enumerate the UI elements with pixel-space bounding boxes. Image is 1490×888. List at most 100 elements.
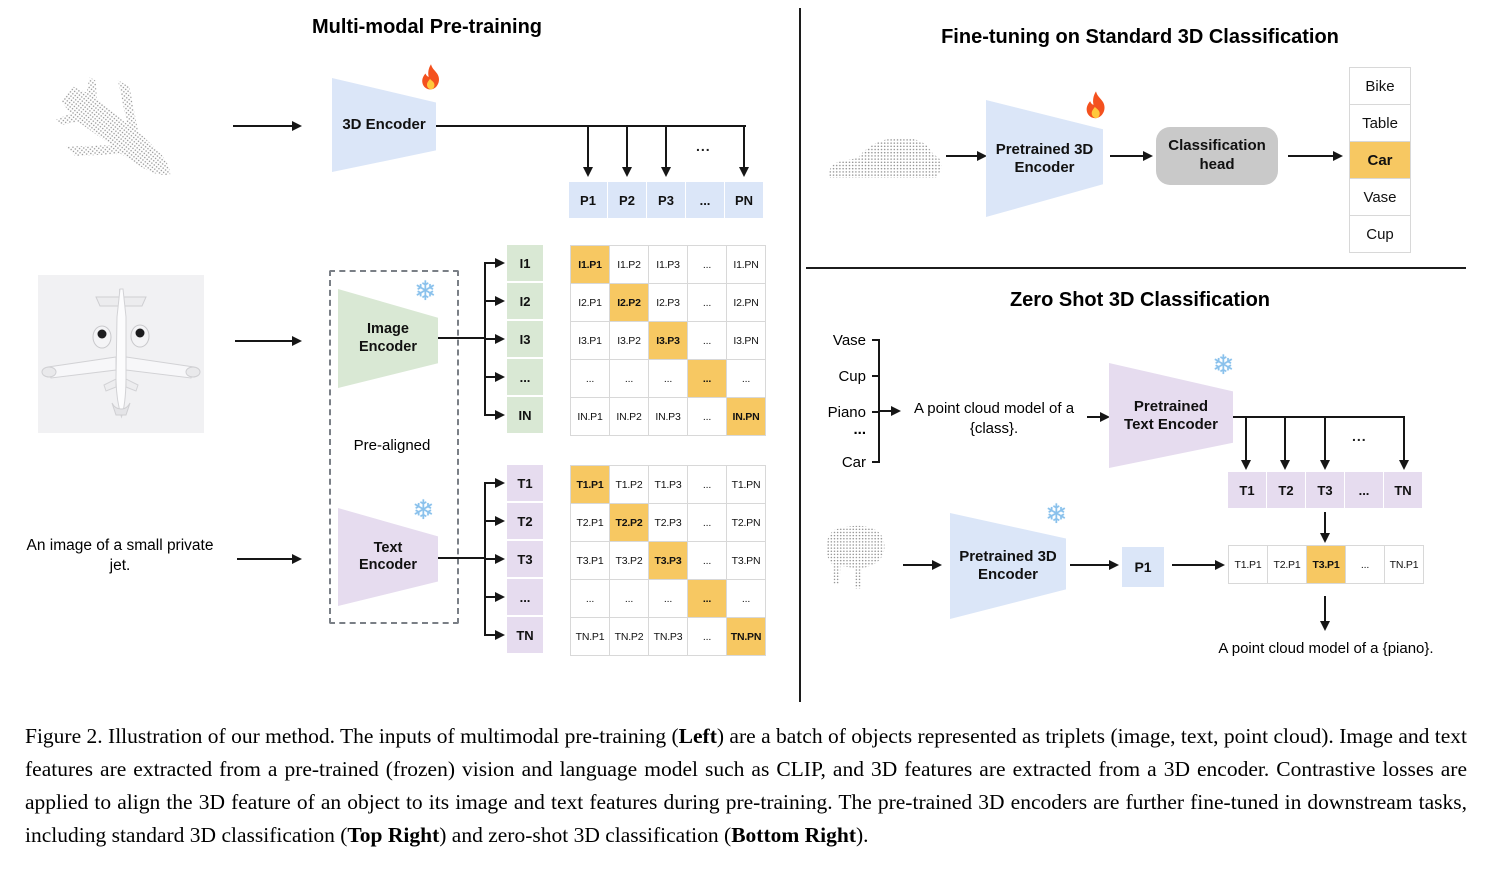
text-point-matrix-cell: T1.PN [727,466,765,503]
connector-line [1233,416,1405,418]
image-point-matrix-cell: I3.PN [727,322,765,359]
connector-arrow [484,257,505,268]
snowflake-icon: ❄ [1212,350,1235,381]
pre-aligned-label: Pre-aligned [353,437,431,454]
text-point-matrix-cell: T1.P2 [610,466,648,503]
pretrained-3d-encoder-frozen-label: Pretrained 3D Encoder [959,548,1057,583]
text-encoder-label: Text Encoder [358,539,417,573]
image-point-matrix-cell: ... [571,360,609,397]
connector-arrow [1172,559,1225,570]
similarity-cell: ... [1346,546,1384,583]
caption-text: ) and zero-shot 3D classification ( [439,823,732,847]
image-point-matrix-cell: ... [688,322,726,359]
text-point-matrix-cell: ... [688,580,726,617]
image-point-matrix-cell: ... [610,360,648,397]
image-point-matrix-cell: I1.P3 [649,246,687,283]
image-point-matrix-cell: I3.P2 [610,322,648,359]
text-feature-cell: ... [1345,472,1383,508]
image-encoder-label: Image Encoder [358,321,417,355]
connector-arrow [1279,417,1290,470]
text-point-matrix-cell: ... [688,466,726,503]
text-point-matrix-cell: ... [688,504,726,541]
connector-arrow [660,126,671,177]
text-feature-cell: T2 [507,503,543,539]
connector-line [872,411,880,413]
piano-point-cloud [826,525,885,589]
airplane-point-cloud [55,76,171,176]
classification-head-block: Classification head [1156,127,1278,185]
finetuning-title: Fine-tuning on Standard 3D Classificatio… [941,26,1339,48]
caption-text: Figure 2. Illustration of our method. Th… [25,724,679,748]
class-name: Vase [832,332,866,349]
zeroshot-result-text: A point cloud model of a {piano}. [1218,640,1434,657]
text-feature-cell: TN [1384,472,1422,508]
text-point-matrix-cell: TN.P2 [610,618,648,655]
connector-arrow [484,333,505,344]
connector-line [436,125,746,127]
image-point-matrix-cell: IN.P2 [610,398,648,435]
text-feature-cell: T3 [507,541,543,577]
image-point-matrix-cell: ... [649,360,687,397]
connector-arrow [582,126,593,177]
text-feature-cell: T3 [1306,472,1344,508]
ellipsis-label: ... [1352,428,1367,444]
connector-arrow [878,405,901,416]
text-point-matrix-cell: ... [649,580,687,617]
snowflake-icon: ❄ [412,495,435,526]
connector-arrow [233,120,302,131]
text-point-matrix-cell: TN.P1 [571,618,609,655]
connector-arrow [738,126,749,177]
p1-cell: P1 [1122,547,1164,587]
figure-caption: Figure 2. Illustration of our method. Th… [25,720,1467,852]
text-point-matrix-cell: ... [688,542,726,579]
image-feature-cell: I1 [507,245,543,281]
connector-arrow [1110,150,1153,161]
text-point-matrix-cell: T2.P1 [571,504,609,541]
point-feature-cell: P3 [647,182,685,218]
pre-aligned-box [329,270,459,624]
image-point-matrix-cell: ... [688,284,726,321]
car-point-cloud [829,137,942,178]
connector-arrow [1319,417,1330,470]
text-feature-cell: T1 [1228,472,1266,508]
text-feature-cell: TN [507,617,543,653]
image-point-matrix-cell: I1.P2 [610,246,648,283]
point-feature-cell: ... [686,182,724,218]
point-feature-cell: P1 [569,182,607,218]
image-feature-cell: IN [507,397,543,433]
image-point-matrix-cell: I3.P1 [571,322,609,359]
point-feature-cell: P2 [608,182,646,218]
connector-arrow [946,150,987,161]
text-point-matrix-cell: ... [571,580,609,617]
panel-divider-horizontal [806,267,1466,269]
image-point-matrix-cell: I2.P2 [610,284,648,321]
text-input-caption: An image of a small private jet. [26,537,214,575]
text-point-matrix-cell: TN.P3 [649,618,687,655]
similarity-cell: TN.P1 [1385,546,1423,583]
text-point-matrix-cell: ... [727,580,765,617]
text-point-matrix-cell: ... [610,580,648,617]
class-name: Car [841,454,866,471]
connector-arrow [237,553,302,564]
pretraining-title: Multi-modal Pre-training [312,16,542,38]
connector-arrow [484,591,505,602]
class-cell: Table [1350,105,1410,141]
connector-arrow [484,477,505,488]
connector-line [438,337,486,339]
image-point-matrix-cell: ... [688,398,726,435]
class-list: Bike Table Car Vase Cup [1349,67,1411,253]
connector-arrow [1288,150,1343,161]
image-feature-cell: I2 [507,283,543,319]
text-point-matrix-cell: T2.P2 [610,504,648,541]
class-name: Cup [838,368,866,385]
airplane-image [38,275,204,433]
fire-icon [1080,90,1112,122]
text-point-matrix-cell: T3.P2 [610,542,648,579]
class-cell: Car [1350,142,1410,178]
text-point-similarity-row: T1.P1 T2.P1 T3.P1... TN.P1 [1228,545,1424,584]
ellipsis-label: ... [696,138,711,154]
caption-bold-ref: Top Right [347,823,440,847]
point-feature-cell: PN [725,182,763,218]
image-feature-cell: I3 [507,321,543,357]
